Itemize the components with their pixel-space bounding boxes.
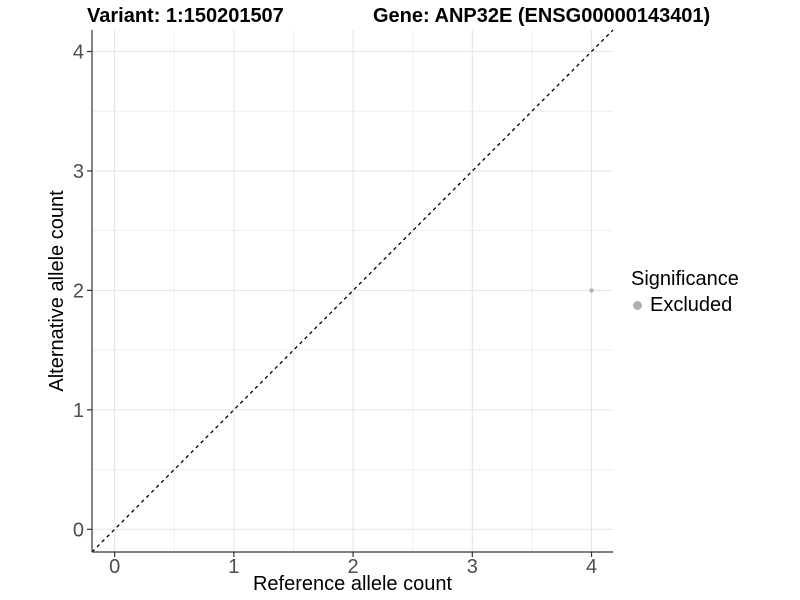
- y-tick-label: 1: [73, 400, 84, 422]
- plot-title-variant: Variant: 1:150201507: [87, 5, 284, 27]
- data-points: [589, 288, 594, 293]
- legend: Significance Excluded: [631, 268, 739, 317]
- tick-marks: [87, 50, 593, 557]
- tick-labels: 0 1 2 3 4 0 1 2 3 4: [73, 42, 597, 578]
- y-tick-label: 2: [73, 280, 84, 302]
- y-tick-label: 0: [73, 519, 84, 541]
- y-tick-label: 4: [73, 42, 84, 64]
- y-tick-label: 3: [73, 161, 84, 183]
- plot-title-gene: Gene: ANP32E (ENSG00000143401): [373, 5, 711, 27]
- y-axis-title: Alternative allele count: [46, 190, 68, 392]
- identity-line-group: [91, 29, 614, 553]
- legend-point-icon: [633, 301, 642, 310]
- legend-title: Significance: [631, 268, 739, 290]
- legend-item-label: Excluded: [650, 294, 733, 316]
- x-tick-label: 4: [586, 556, 597, 578]
- x-tick-label: 2: [348, 556, 359, 578]
- gridlines-minor: [92, 30, 613, 552]
- x-axis-title: Reference allele count: [253, 573, 452, 595]
- gridlines-major: [92, 30, 613, 552]
- x-tick-label: 0: [109, 556, 120, 578]
- x-tick-label: 1: [228, 556, 239, 578]
- data-point: [589, 288, 594, 293]
- legend-item-excluded: Excluded: [631, 294, 739, 317]
- x-tick-label: 3: [467, 556, 478, 578]
- identity-line: [91, 29, 614, 553]
